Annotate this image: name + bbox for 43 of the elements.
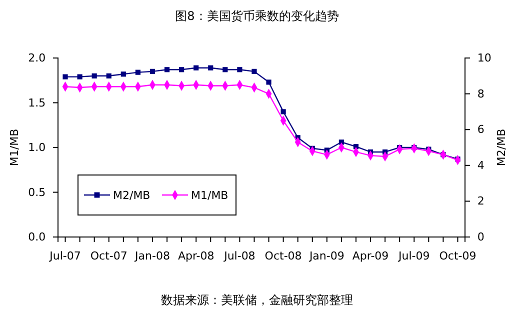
y-tick-label: 2.0 <box>28 52 46 65</box>
x-tick-label: Oct-07 <box>90 249 128 262</box>
point <box>179 67 184 72</box>
x-tick-label: Apr-09 <box>352 249 389 262</box>
point <box>164 67 170 72</box>
point <box>266 80 272 85</box>
x-tick-label: Jan-08 <box>134 249 170 262</box>
point <box>252 68 257 74</box>
y-tick-label: 0.0 <box>28 230 46 244</box>
y-tick-label: 0.5 <box>28 186 46 199</box>
source-note: 数据来源：美联储，金融研究部整理 <box>161 293 353 307</box>
legend-label: M2/MB <box>113 189 150 202</box>
chart-title: 图8：美国货币乘数的变化趋势 <box>175 9 339 23</box>
point <box>194 65 199 70</box>
y2-tick-label: 4 <box>477 158 484 172</box>
point <box>280 109 286 114</box>
y2-axis-title: M2/MB <box>495 128 508 166</box>
point <box>92 73 97 78</box>
y2-tick-label: 6 <box>477 123 484 136</box>
x-tick-label: Jan-09 <box>308 249 344 262</box>
point <box>120 72 126 77</box>
x-tick-label: Apr-08 <box>178 249 214 262</box>
y2-tick-label: 0 <box>477 230 484 244</box>
point <box>106 73 112 78</box>
point <box>77 74 82 80</box>
y2-tick-label: 2 <box>477 194 484 208</box>
y-axis-title: M1/MB <box>8 128 21 166</box>
point <box>62 74 68 80</box>
x-tick-label: Jul-08 <box>223 249 256 262</box>
point <box>150 68 156 74</box>
y2-tick-label: 10 <box>477 52 492 65</box>
y-tick-label: 1.0 <box>28 141 46 154</box>
x-tick-label: Oct-08 <box>264 249 302 262</box>
x-tick-label: Oct-09 <box>439 249 476 262</box>
point <box>222 67 228 72</box>
point <box>208 65 214 70</box>
x-tick-label: Jul-09 <box>398 249 430 262</box>
y2-tick-label: 8 <box>477 87 484 100</box>
y-tick-label: 1.5 <box>28 96 46 110</box>
point <box>135 70 140 75</box>
legend-label: M1/MB <box>191 189 228 202</box>
x-tick-label: Jul-07 <box>48 249 81 262</box>
point <box>237 67 242 72</box>
